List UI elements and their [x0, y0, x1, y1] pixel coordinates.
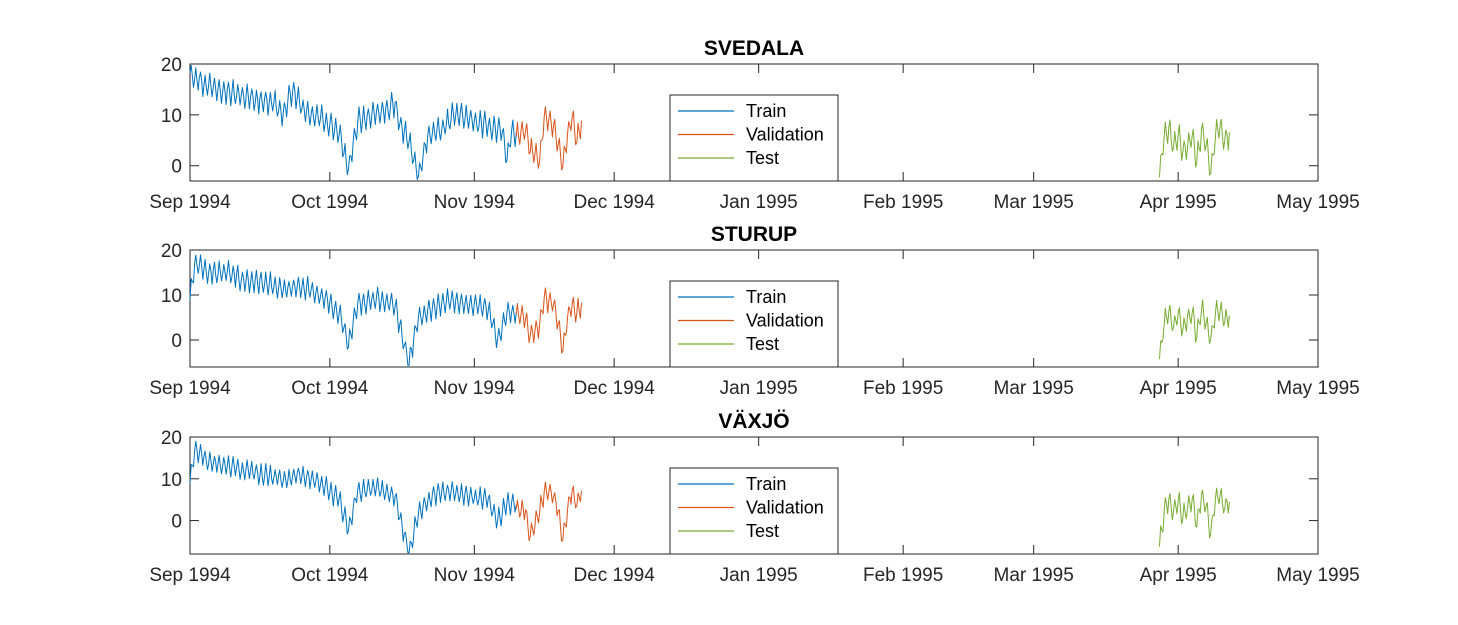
x-tick-label: Sep 1994 [149, 378, 231, 399]
x-tick-label: Apr 1995 [1140, 378, 1217, 399]
series-line-test [1159, 299, 1230, 360]
legend-label: Train [746, 474, 786, 494]
x-tick-label: Nov 1994 [434, 565, 516, 586]
legend: Train Validation Test [669, 94, 839, 182]
x-tick-label: Oct 1994 [291, 192, 369, 213]
x-tick-label: Dec 1994 [573, 378, 655, 399]
legend: Train Validation Test [669, 280, 839, 368]
legend-box [669, 94, 839, 182]
x-tick-label: Feb 1995 [863, 565, 943, 586]
series-line-validation [515, 287, 582, 354]
y-tick-label: 10 [161, 470, 182, 491]
x-tick-label: Jan 1995 [720, 192, 798, 213]
x-tick-label: May 1995 [1276, 378, 1359, 399]
series-line-test [1159, 118, 1230, 178]
legend-label: Validation [746, 125, 824, 145]
subplot-0: SVEDALA 0 10 20 Sep 1994 Oct 1994 Nov 1994 Dec … [149, 37, 1359, 213]
y-tick-label: 10 [161, 106, 182, 127]
x-tick-label: Dec 1994 [573, 565, 655, 586]
x-tick-label: Mar 1995 [994, 378, 1074, 399]
y-tick-label: 0 [171, 157, 182, 178]
x-tick-label: Oct 1994 [291, 378, 369, 399]
legend-label: Test [746, 521, 779, 541]
y-tick-label: 20 [161, 55, 182, 76]
y-tick-label: 10 [161, 286, 182, 307]
series-line-train [189, 65, 517, 180]
subplot-2: VÄXJÖ 0 10 20 Sep 1994 Oct 1994 Nov 1994 Dec 19… [149, 410, 1359, 586]
series-line-validation [515, 481, 582, 542]
legend-box [669, 280, 839, 368]
legend-box [669, 467, 839, 555]
x-tick-label: Sep 1994 [149, 192, 231, 213]
series-line-validation [515, 106, 582, 171]
series-line-test [1159, 487, 1230, 547]
legend-label: Validation [746, 498, 824, 518]
legend-label: Test [746, 334, 779, 354]
y-tick-label: 0 [171, 331, 182, 352]
legend: Train Validation Test [669, 467, 839, 555]
x-tick-label: May 1995 [1276, 192, 1359, 213]
legend-label: Train [746, 101, 786, 121]
x-tick-label: Nov 1994 [434, 378, 516, 399]
x-tick-label: Feb 1995 [863, 192, 943, 213]
x-tick-label: May 1995 [1276, 565, 1359, 586]
y-tick-label: 20 [161, 241, 182, 262]
x-tick-label: Mar 1995 [994, 192, 1074, 213]
subplot-title: SVEDALA [704, 37, 804, 60]
x-tick-label: Sep 1994 [149, 565, 231, 586]
legend-label: Train [746, 287, 786, 307]
x-tick-label: Apr 1995 [1140, 565, 1217, 586]
subplot-1: STURUP 0 10 20 Sep 1994 Oct 1994 Nov 1994 Dec 1… [149, 223, 1359, 399]
x-tick-label: Oct 1994 [291, 565, 369, 586]
y-tick-label: 20 [161, 428, 182, 449]
series-line-train [189, 254, 517, 367]
x-tick-label: Jan 1995 [720, 565, 798, 586]
subplot-title: VÄXJÖ [718, 410, 789, 433]
x-tick-label: Dec 1994 [573, 192, 655, 213]
x-tick-label: Mar 1995 [994, 565, 1074, 586]
x-tick-label: Feb 1995 [863, 378, 943, 399]
legend-label: Test [746, 148, 779, 168]
series-line-train [189, 440, 517, 554]
y-tick-label: 0 [171, 512, 182, 533]
x-tick-label: Jan 1995 [720, 378, 798, 399]
x-tick-label: Apr 1995 [1140, 192, 1217, 213]
x-tick-label: Nov 1994 [434, 192, 516, 213]
legend-label: Validation [746, 311, 824, 331]
subplot-title: STURUP [711, 223, 797, 246]
